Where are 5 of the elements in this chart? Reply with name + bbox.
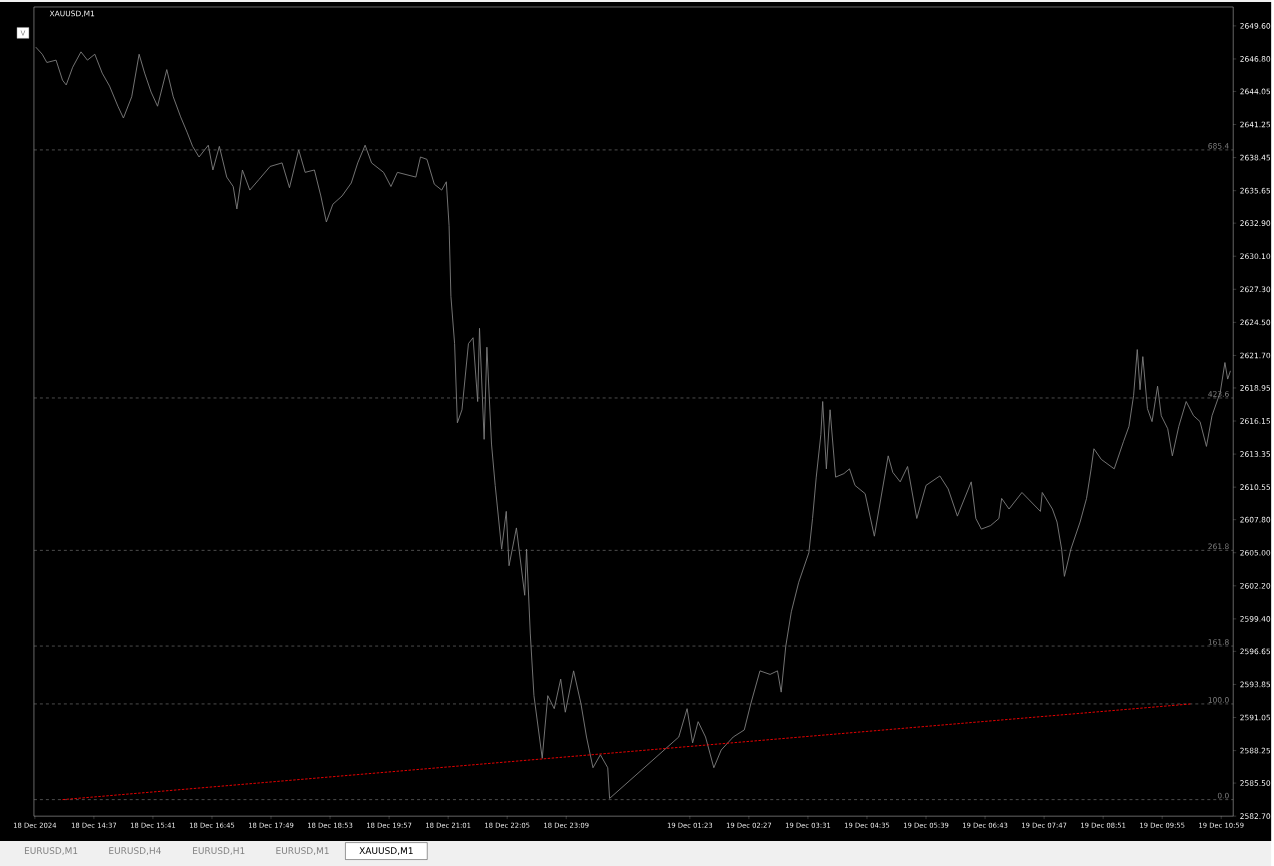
text: EURUSD,M1 xyxy=(24,847,78,855)
text: XAUUSD,M1 xyxy=(359,847,413,855)
text: EURUSD,M1 xyxy=(276,847,329,855)
text: EURUSD,H4 xyxy=(109,847,161,855)
text: EURUSD,H1 xyxy=(193,847,245,855)
